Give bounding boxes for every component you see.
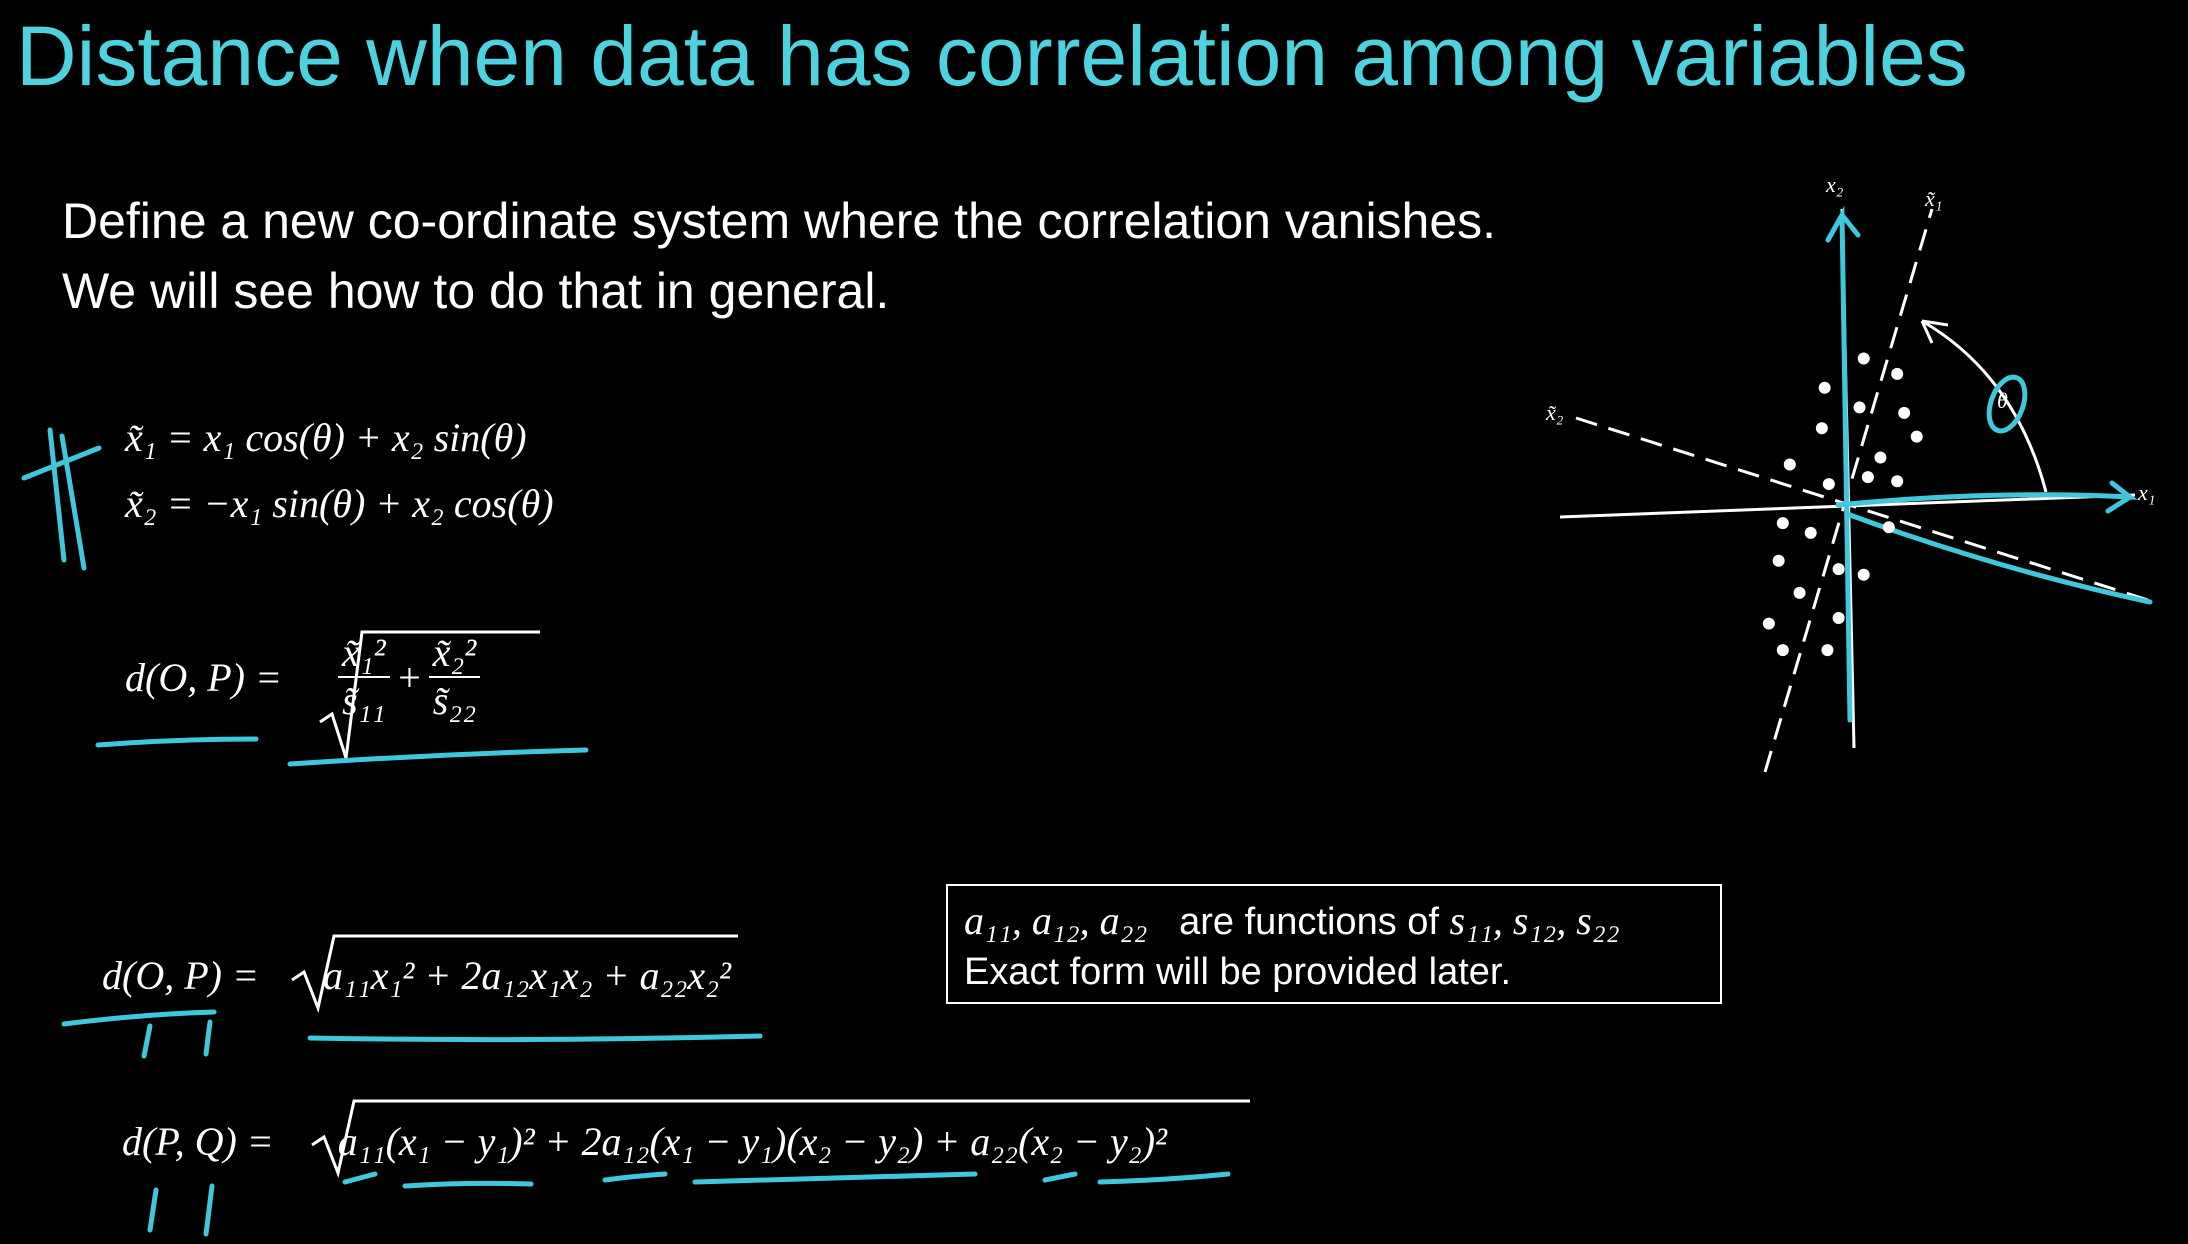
sample-point — [1822, 478, 1835, 491]
note-line: a₁₁, a₁₂, a₂₂ are functions of s₁₁, s₁₂,… — [964, 896, 1704, 947]
body-line: Define a new co-ordinate system where th… — [62, 193, 1497, 249]
sample-point — [1776, 644, 1789, 657]
sample-point — [1804, 526, 1817, 539]
theta-arc — [1921, 319, 2048, 493]
angle-label: θ — [1997, 388, 2008, 413]
sample-point — [1783, 458, 1796, 471]
axis-label: x̃₁ — [1924, 186, 1942, 211]
lhs: d(O, P) = — [125, 654, 282, 700]
rotated-axis-trace — [1835, 480, 2138, 514]
sample-point — [1821, 644, 1834, 657]
lhs: d(O, P) = — [102, 953, 259, 998]
slide-title: Distance when data has correlation among… — [16, 9, 1968, 103]
sample-point — [1857, 352, 1870, 365]
sample-point — [1882, 521, 1895, 534]
coefficients: a₁₁, a₁₂, a₂₂ — [964, 898, 1148, 943]
sample-point — [1818, 381, 1831, 394]
rotated-axis-trace — [1825, 205, 1861, 723]
sample-point — [1857, 568, 1870, 581]
theta-circle — [1986, 374, 2028, 434]
body-line: We will see how to do that in general. — [62, 263, 890, 319]
axis-label: x₂ — [1825, 172, 1844, 197]
equation: x̃₁ = x₁ cos(θ) + x₂ sin(θ) — [125, 415, 527, 460]
sample-point — [1891, 367, 1904, 380]
sample-point — [1861, 471, 1874, 484]
sample-point — [1832, 611, 1845, 624]
rotated-axis-trace — [1847, 512, 2153, 605]
axis-label: x₁ — [2137, 480, 2155, 505]
sample-point — [1793, 586, 1806, 599]
note-box: a₁₁, a₁₂, a₂₂ are functions of s₁₁, s₁₂,… — [946, 884, 1722, 1004]
arrow-head — [1920, 319, 1949, 344]
sample-point — [1832, 563, 1845, 576]
axis-label: x̃₂ — [1545, 400, 1564, 425]
sample-point — [1874, 451, 1887, 464]
note-line: Exact form will be provided later. — [964, 951, 1512, 993]
note-text: are functions of — [1179, 901, 1439, 943]
sample-point — [1776, 517, 1789, 530]
sample-point — [1910, 430, 1923, 443]
sample-point — [1772, 554, 1785, 567]
sample-point — [1898, 406, 1911, 419]
sample-point — [1891, 475, 1904, 488]
equation: x̃₂ = −x₁ sin(θ) + x₂ cos(θ) — [125, 481, 554, 526]
sample-point — [1853, 401, 1866, 414]
sample-point — [1815, 422, 1828, 435]
variances: s₁₁, s₁₂, s₂₂ — [1449, 898, 1620, 943]
sample-point — [1762, 617, 1775, 630]
